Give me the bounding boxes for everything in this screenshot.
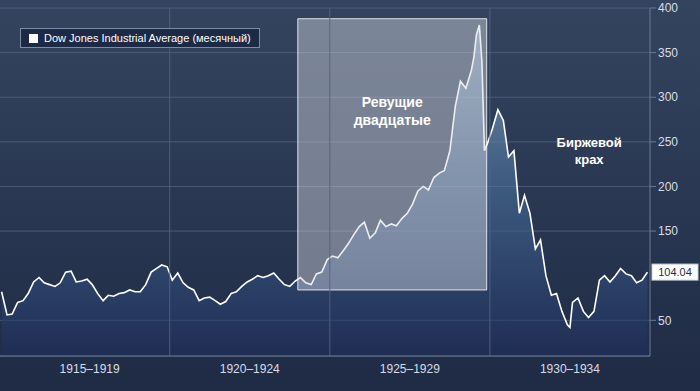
svg-text:1930–1934: 1930–1934 bbox=[540, 362, 600, 376]
svg-text:1915–1919: 1915–1919 bbox=[60, 362, 120, 376]
svg-text:200: 200 bbox=[658, 180, 678, 194]
svg-text:Ревущиедвадцатые: Ревущиедвадцатые bbox=[354, 94, 431, 128]
svg-text:1920–1924: 1920–1924 bbox=[220, 362, 280, 376]
svg-text:104.04: 104.04 bbox=[658, 266, 692, 278]
svg-text:300: 300 bbox=[658, 90, 678, 104]
svg-text:Биржевойкрах: Биржевойкрах bbox=[557, 135, 622, 167]
svg-text:150: 150 bbox=[658, 224, 678, 238]
svg-text:1925–1929: 1925–1929 bbox=[380, 362, 440, 376]
svg-text:400: 400 bbox=[658, 1, 678, 15]
html-text:Dow Jones Industrial Average (: Dow Jones Industrial Average (месячный) bbox=[44, 32, 251, 44]
svg-text:250: 250 bbox=[658, 135, 678, 149]
svg-text:50: 50 bbox=[658, 314, 672, 328]
svg-text:350: 350 bbox=[658, 46, 678, 60]
